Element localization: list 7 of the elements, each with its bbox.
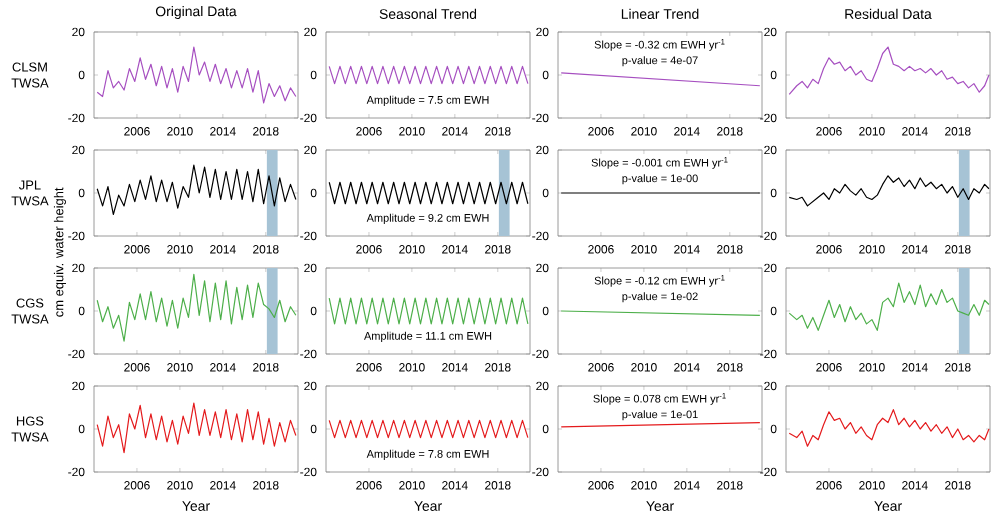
line-series — [96, 402, 297, 454]
line-series — [96, 46, 297, 104]
line-series — [96, 164, 297, 216]
line-series — [788, 409, 990, 447]
line-series — [788, 282, 990, 331]
line-series — [788, 46, 990, 95]
line-series — [96, 273, 297, 342]
